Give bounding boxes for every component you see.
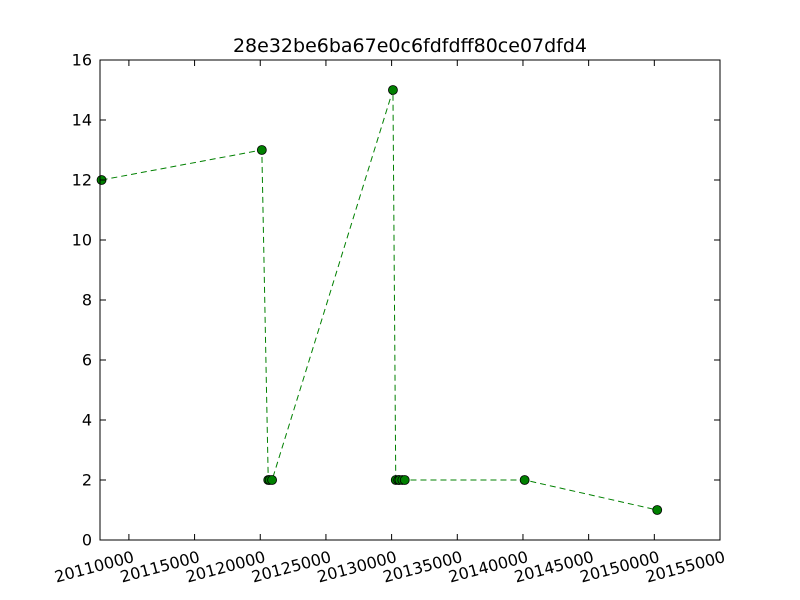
series-layer <box>96 85 663 515</box>
y-tick-label: 8 <box>82 291 92 310</box>
y-tick-label: 6 <box>82 351 92 370</box>
y-tick-label: 12 <box>72 171 92 190</box>
y-tick-label: 14 <box>72 111 92 130</box>
y-tick-label: 16 <box>72 51 92 70</box>
y-tick-label: 0 <box>82 531 92 550</box>
series-line <box>101 89 658 511</box>
axes-layer: 0246810121416201100002011500020120000201… <box>52 51 727 587</box>
y-tick-label: 2 <box>82 471 92 490</box>
data-point <box>256 145 267 155</box>
data-point <box>388 85 398 95</box>
y-tick-label: 4 <box>82 411 92 430</box>
data-point <box>399 475 410 485</box>
data-point <box>519 475 530 485</box>
data-point <box>267 475 277 485</box>
plot-frame <box>99 59 721 541</box>
data-point <box>652 505 663 515</box>
chart-title: 28e32be6ba67e0c6fdfdff80ce07dfd4 <box>233 35 587 57</box>
y-tick-label: 10 <box>72 231 92 250</box>
